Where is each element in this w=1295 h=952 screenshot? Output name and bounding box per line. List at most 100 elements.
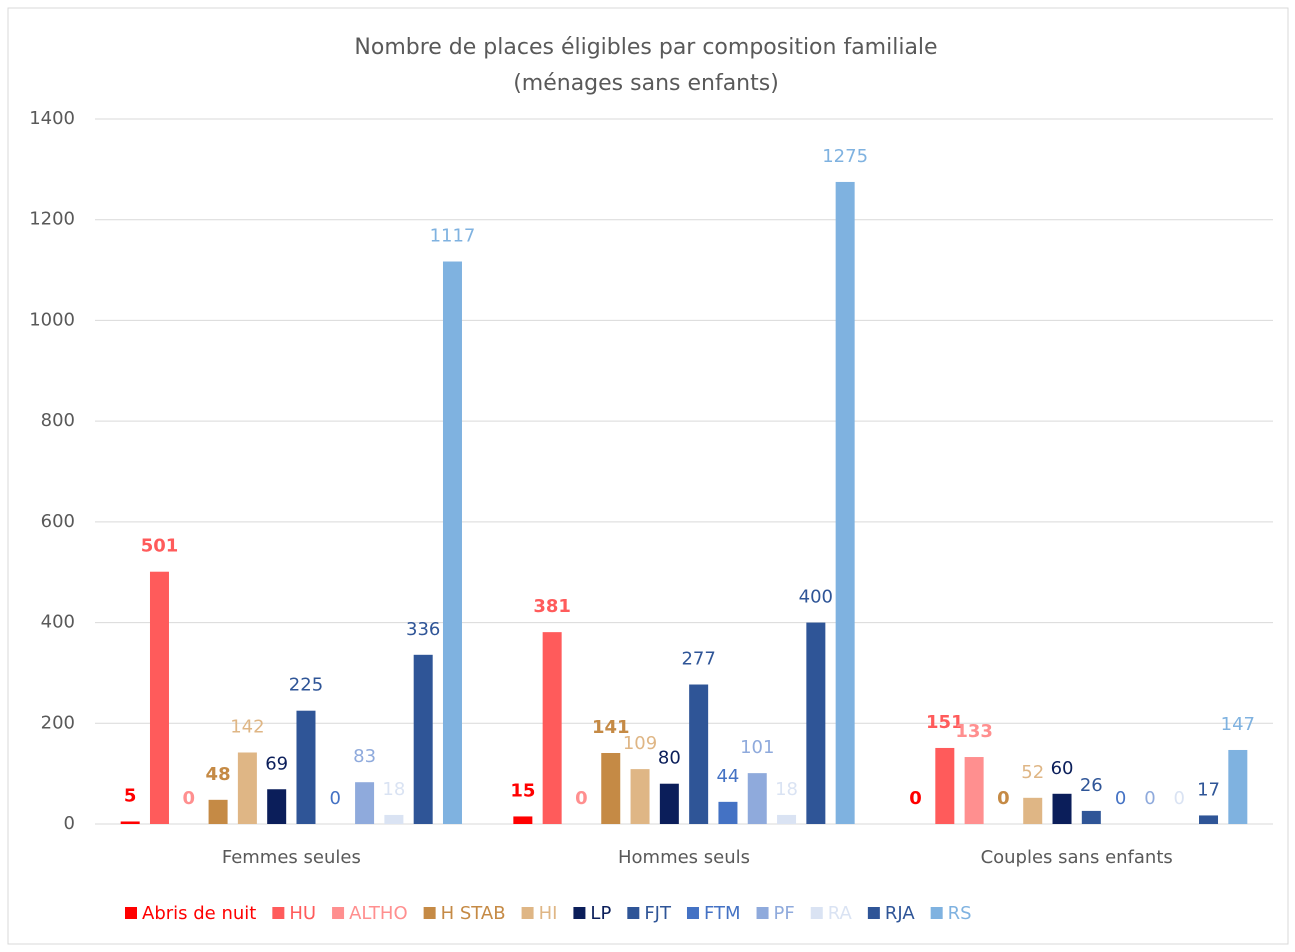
bar [267, 789, 287, 824]
data-label: 15 [510, 780, 535, 801]
legend-label: LP [590, 903, 611, 924]
data-label: 18 [775, 779, 798, 800]
y-tick-label: 1000 [29, 309, 75, 330]
y-tick-label: 200 [41, 712, 75, 733]
bar [442, 261, 462, 824]
bar [296, 710, 316, 824]
bar [777, 814, 797, 824]
bar [747, 773, 767, 824]
legend-label: HU [289, 903, 316, 924]
legend-label: FJT [644, 903, 672, 924]
data-label: 1117 [430, 226, 476, 247]
data-label: 80 [658, 748, 681, 769]
data-label: 0 [1115, 788, 1126, 809]
chart-subtitle: (ménages sans enfants) [513, 71, 779, 96]
legend-swatch [930, 907, 943, 919]
legend-swatch [272, 907, 285, 919]
data-label: 69 [265, 753, 288, 774]
data-label: 381 [533, 596, 571, 617]
legend-label: RS [948, 903, 972, 924]
bar [208, 799, 228, 824]
data-label: 109 [623, 733, 657, 754]
y-tick-label: 1200 [29, 209, 75, 230]
legend-swatch [573, 907, 586, 919]
data-label: 18 [382, 779, 405, 800]
bar [237, 752, 257, 824]
bar [718, 801, 738, 824]
legend-label: Abris de nuit [142, 903, 256, 924]
legend-swatch [756, 907, 769, 919]
bar [120, 821, 140, 824]
bar [513, 816, 533, 824]
data-label: 225 [289, 675, 323, 696]
legend-label: HI [539, 903, 558, 924]
legend-swatch [686, 907, 699, 919]
y-tick-label: 0 [64, 813, 75, 834]
x-tick-label: Femmes seules [222, 847, 361, 868]
y-tick-label: 1400 [29, 108, 75, 129]
data-label: 0 [909, 788, 922, 809]
data-label: 0 [575, 788, 588, 809]
y-tick-label: 400 [41, 612, 75, 633]
data-label: 0 [1144, 788, 1155, 809]
legend-swatch [423, 907, 436, 919]
legend-swatch [125, 907, 137, 919]
y-tick-label: 800 [41, 410, 75, 431]
bar [806, 622, 826, 824]
bar [149, 571, 169, 824]
legend-label: PF [774, 903, 795, 924]
legend-label: RA [828, 903, 853, 924]
legend-swatch [810, 907, 823, 919]
data-label: 501 [141, 536, 179, 557]
data-label: 48 [206, 764, 231, 785]
bar [413, 654, 433, 824]
data-label: 26 [1080, 775, 1103, 796]
legend-label: ALTHO [349, 903, 408, 924]
legend-swatch [521, 907, 534, 919]
legend-swatch [867, 907, 880, 919]
y-tick-label: 600 [41, 511, 75, 532]
bar [689, 684, 709, 824]
bar [542, 632, 562, 824]
bar [659, 783, 679, 824]
legend-label: RJA [885, 903, 915, 924]
legend-label: FTM [704, 903, 741, 924]
bar [835, 181, 855, 825]
data-label: 101 [740, 737, 774, 758]
data-label: 0 [330, 788, 341, 809]
bar [355, 782, 375, 824]
data-label: 83 [353, 746, 376, 767]
data-label: 400 [799, 587, 833, 608]
bar [1081, 810, 1101, 824]
data-label: 142 [230, 716, 264, 737]
data-label: 0 [1173, 788, 1184, 809]
data-label: 133 [955, 721, 993, 742]
bar [1228, 749, 1248, 824]
bar [1199, 815, 1219, 824]
bar [601, 752, 621, 824]
legend-swatch [627, 907, 640, 919]
data-label: 17 [1197, 779, 1220, 800]
x-tick-label: Couples sans enfants [981, 847, 1173, 868]
data-label: 60 [1051, 758, 1074, 779]
bar [1052, 793, 1072, 824]
data-label: 277 [681, 649, 715, 670]
chart-title: Nombre de places éligibles par compositi… [354, 35, 937, 60]
bar [964, 757, 984, 824]
bar [384, 814, 404, 824]
bar [935, 747, 955, 824]
bar [630, 769, 650, 824]
data-label: 52 [1021, 762, 1044, 783]
data-label: 141 [592, 717, 630, 738]
bar [1023, 797, 1043, 824]
data-label: 1275 [822, 146, 868, 167]
data-label: 5 [124, 785, 137, 806]
data-label: 0 [997, 788, 1010, 809]
legend-swatch [332, 907, 345, 919]
data-label: 44 [716, 766, 739, 787]
data-label: 151 [926, 712, 964, 733]
data-label: 336 [406, 619, 440, 640]
x-tick-label: Hommes seuls [618, 847, 750, 868]
data-label: 0 [183, 788, 196, 809]
